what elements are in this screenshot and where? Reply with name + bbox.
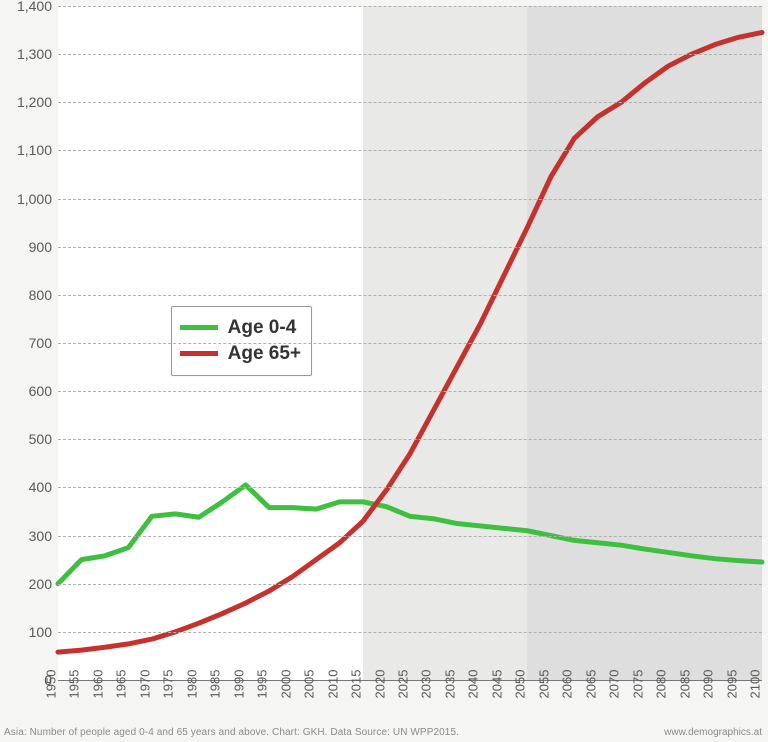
y-tick-label: 1,100	[17, 142, 52, 158]
legend-label: Age 0-4	[228, 317, 297, 339]
y-tick-label: 300	[29, 528, 52, 544]
gridline	[58, 343, 762, 344]
gridline	[58, 102, 762, 103]
x-tick-label: 2015	[349, 670, 364, 699]
chart-caption: Asia: Number of people aged 0-4 and 65 y…	[4, 727, 459, 738]
chart-container: Age 0-4Age 65+ 0100200300400500600700800…	[0, 0, 768, 742]
y-tick-label: 200	[29, 576, 52, 592]
gridline	[58, 54, 762, 55]
x-tick-label: 2095	[724, 670, 739, 699]
x-tick-label: 2045	[489, 670, 504, 699]
gridline	[58, 199, 762, 200]
chart-credit: www.demographics.at	[664, 727, 762, 738]
x-tick-label: 2010	[325, 670, 340, 699]
gridline	[58, 536, 762, 537]
legend-label: Age 65+	[228, 343, 301, 365]
series-line-age_0_4	[58, 485, 762, 584]
x-tick-label: 2065	[583, 670, 598, 699]
x-tick-label: 2080	[654, 670, 669, 699]
gridline	[58, 439, 762, 440]
x-tick-label: 1980	[184, 670, 199, 699]
x-tick-label: 2030	[419, 670, 434, 699]
x-tick-label: 2100	[748, 670, 763, 699]
legend-item: Age 0-4	[180, 317, 301, 339]
gridline	[58, 391, 762, 392]
gridline	[58, 584, 762, 585]
y-tick-label: 700	[29, 335, 52, 351]
x-tick-label: 2090	[701, 670, 716, 699]
x-tick-label: 1990	[231, 670, 246, 699]
legend-swatch	[180, 351, 218, 356]
y-tick-label: 800	[29, 287, 52, 303]
x-tick-label: 1975	[161, 670, 176, 699]
x-tick-label: 1960	[90, 670, 105, 699]
x-tick-label: 2060	[560, 670, 575, 699]
y-tick-label: 1,000	[17, 191, 52, 207]
legend: Age 0-4 Age 65+	[171, 306, 312, 376]
x-tick-label: 2070	[607, 670, 622, 699]
gridline	[58, 150, 762, 151]
x-tick-label: 2000	[278, 670, 293, 699]
legend-swatch	[180, 325, 218, 330]
y-tick-label: 500	[29, 431, 52, 447]
x-tick-label: 2085	[677, 670, 692, 699]
gridline	[58, 247, 762, 248]
y-tick-label: 1,300	[17, 46, 52, 62]
x-tick-label: 1950	[44, 670, 59, 699]
gridline	[58, 6, 762, 7]
y-tick-label: 1,400	[17, 0, 52, 14]
x-tick-label: 1955	[67, 670, 82, 699]
plot-area: Age 0-4Age 65+ 0100200300400500600700800…	[58, 6, 762, 680]
x-tick-label: 1970	[137, 670, 152, 699]
gridline	[58, 295, 762, 296]
x-tick-label: 1995	[255, 670, 270, 699]
y-tick-label: 900	[29, 239, 52, 255]
x-tick-label: 1985	[208, 670, 223, 699]
y-tick-label: 100	[29, 624, 52, 640]
y-tick-label: 1,200	[17, 94, 52, 110]
legend-item: Age 65+	[180, 343, 301, 365]
gridline	[58, 632, 762, 633]
y-tick-label: 600	[29, 383, 52, 399]
x-tick-label: 2055	[536, 670, 551, 699]
x-tick-label: 2005	[302, 670, 317, 699]
x-tick-label: 2040	[466, 670, 481, 699]
x-tick-label: 1965	[114, 670, 129, 699]
y-tick-label: 400	[29, 479, 52, 495]
gridline	[58, 487, 762, 488]
x-tick-label: 2020	[372, 670, 387, 699]
x-tick-label: 2025	[396, 670, 411, 699]
x-tick-label: 2035	[442, 670, 457, 699]
x-tick-label: 2050	[513, 670, 528, 699]
x-tick-label: 2075	[630, 670, 645, 699]
